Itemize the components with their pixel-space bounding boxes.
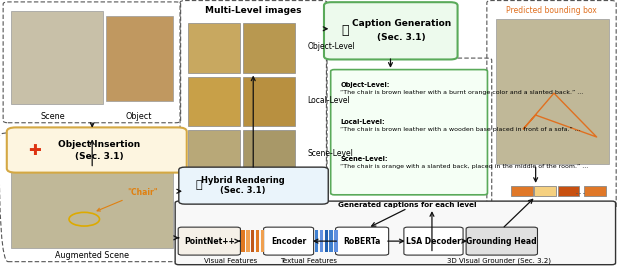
Text: Augmented Scene: Augmented Scene [55,251,129,260]
FancyBboxPatch shape [7,127,187,173]
Bar [320,230,323,252]
Text: 3D Visual Grounder (Sec. 3.2): 3D Visual Grounder (Sec. 3.2) [447,258,551,264]
Text: (Sec. 3.1): (Sec. 3.1) [75,152,124,161]
Bar [188,77,240,126]
Bar [11,11,102,104]
Text: Encoder: Encoder [271,237,306,246]
FancyBboxPatch shape [175,201,616,265]
Text: ✚: ✚ [28,143,40,158]
Text: “The chair is brown leather with a wooden base placed in front of a sofa.” ...: “The chair is brown leather with a woode… [340,127,581,132]
FancyBboxPatch shape [179,167,328,204]
Text: Scene-Level:: Scene-Level: [340,156,388,162]
Bar [324,230,328,252]
Text: Object: Object [126,112,152,121]
Text: 📷: 📷 [196,181,202,190]
Text: (Sec. 3.1): (Sec. 3.1) [377,33,426,42]
FancyBboxPatch shape [466,227,538,255]
Text: LSA Decoder: LSA Decoder [406,237,461,246]
Text: ...: ... [575,184,587,197]
Bar [11,158,173,248]
Bar [243,77,294,126]
Bar [106,16,173,101]
Bar [534,186,556,196]
Text: “The chair is orange with a slanted back, placed in the middle of the room.” ...: “The chair is orange with a slanted back… [340,164,589,169]
FancyBboxPatch shape [178,227,241,255]
Text: Object-Level: Object-Level [307,42,355,51]
Text: “The chair is brown leather with a burnt orange color and a slanted back.” ...: “The chair is brown leather with a burnt… [340,90,584,95]
Bar [584,186,606,196]
Text: Local-Level:: Local-Level: [340,119,385,125]
FancyBboxPatch shape [324,2,458,59]
Text: Generated captions for each level: Generated captions for each level [339,202,477,208]
Text: RoBERTa: RoBERTa [344,237,381,246]
Text: 🤖: 🤖 [342,24,349,37]
Bar [260,230,264,252]
Text: Scene: Scene [40,112,65,121]
Bar [188,23,240,73]
Bar [557,186,579,196]
Bar [241,230,244,252]
FancyBboxPatch shape [331,70,488,195]
Text: PointNet++: PointNet++ [184,237,235,246]
FancyBboxPatch shape [404,227,463,255]
Bar [255,230,259,252]
Text: "Chair": "Chair" [97,187,157,211]
Text: Hybrid Rendering: Hybrid Rendering [201,176,285,184]
FancyBboxPatch shape [335,227,388,255]
Text: Visual Features: Visual Features [204,258,257,264]
Text: Multi-Level images: Multi-Level images [205,7,301,15]
Text: Textual Features: Textual Features [280,258,337,264]
Text: Object Insertion: Object Insertion [58,140,141,149]
Text: Grounding Head: Grounding Head [467,237,537,246]
Text: Caption Generation: Caption Generation [352,19,451,28]
Text: Object-Level:: Object-Level: [340,82,390,88]
Bar [330,230,333,252]
Bar [243,23,294,73]
Bar [496,19,609,164]
Bar [315,230,319,252]
Bar [243,130,294,179]
Text: Scene-Level: Scene-Level [307,149,353,158]
Bar [334,230,338,252]
Bar [511,186,532,196]
Text: (Sec. 3.1): (Sec. 3.1) [220,187,266,195]
Text: Predicted bounding box: Predicted bounding box [506,7,596,15]
Bar [188,130,240,179]
Bar [251,230,255,252]
FancyBboxPatch shape [264,227,314,255]
Bar [246,230,250,252]
Text: Local-Level: Local-Level [307,96,350,104]
